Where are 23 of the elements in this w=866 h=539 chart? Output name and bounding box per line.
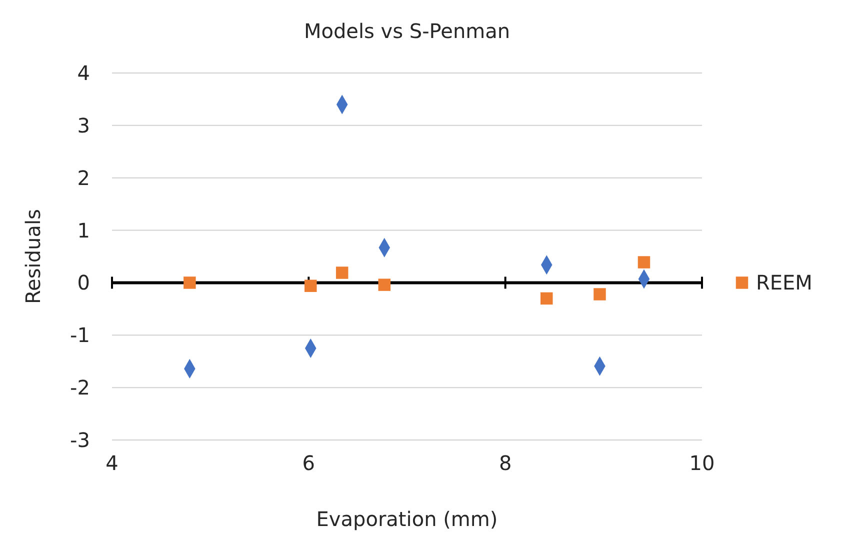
chart-title: Models vs S-Penman — [304, 19, 510, 43]
point — [336, 266, 348, 279]
y-tick-label: 0 — [77, 270, 90, 295]
y-tick-label: 3 — [77, 113, 90, 138]
y-tick-label: 4 — [77, 61, 90, 85]
y-tick-label: -1 — [70, 323, 90, 348]
x-axis-title: Evaporation (mm) — [316, 507, 498, 531]
x-tick-label: 8 — [498, 451, 512, 475]
y-tick-label: 1 — [77, 218, 90, 242]
y-tick-label: -3 — [70, 428, 90, 452]
legend-label: REEM — [756, 270, 812, 295]
x-tick-label: 6 — [302, 451, 316, 475]
point — [540, 292, 553, 305]
point — [378, 278, 391, 291]
point — [304, 280, 317, 292]
y-tick-label: -2 — [70, 376, 90, 400]
point — [594, 288, 606, 300]
y-tick-label: 2 — [77, 166, 90, 190]
y-axis-title: Residuals — [21, 209, 45, 304]
point — [184, 276, 196, 289]
x-tick-label: 4 — [106, 451, 118, 475]
x-tick-label: 10 — [689, 451, 715, 475]
point — [638, 256, 650, 268]
